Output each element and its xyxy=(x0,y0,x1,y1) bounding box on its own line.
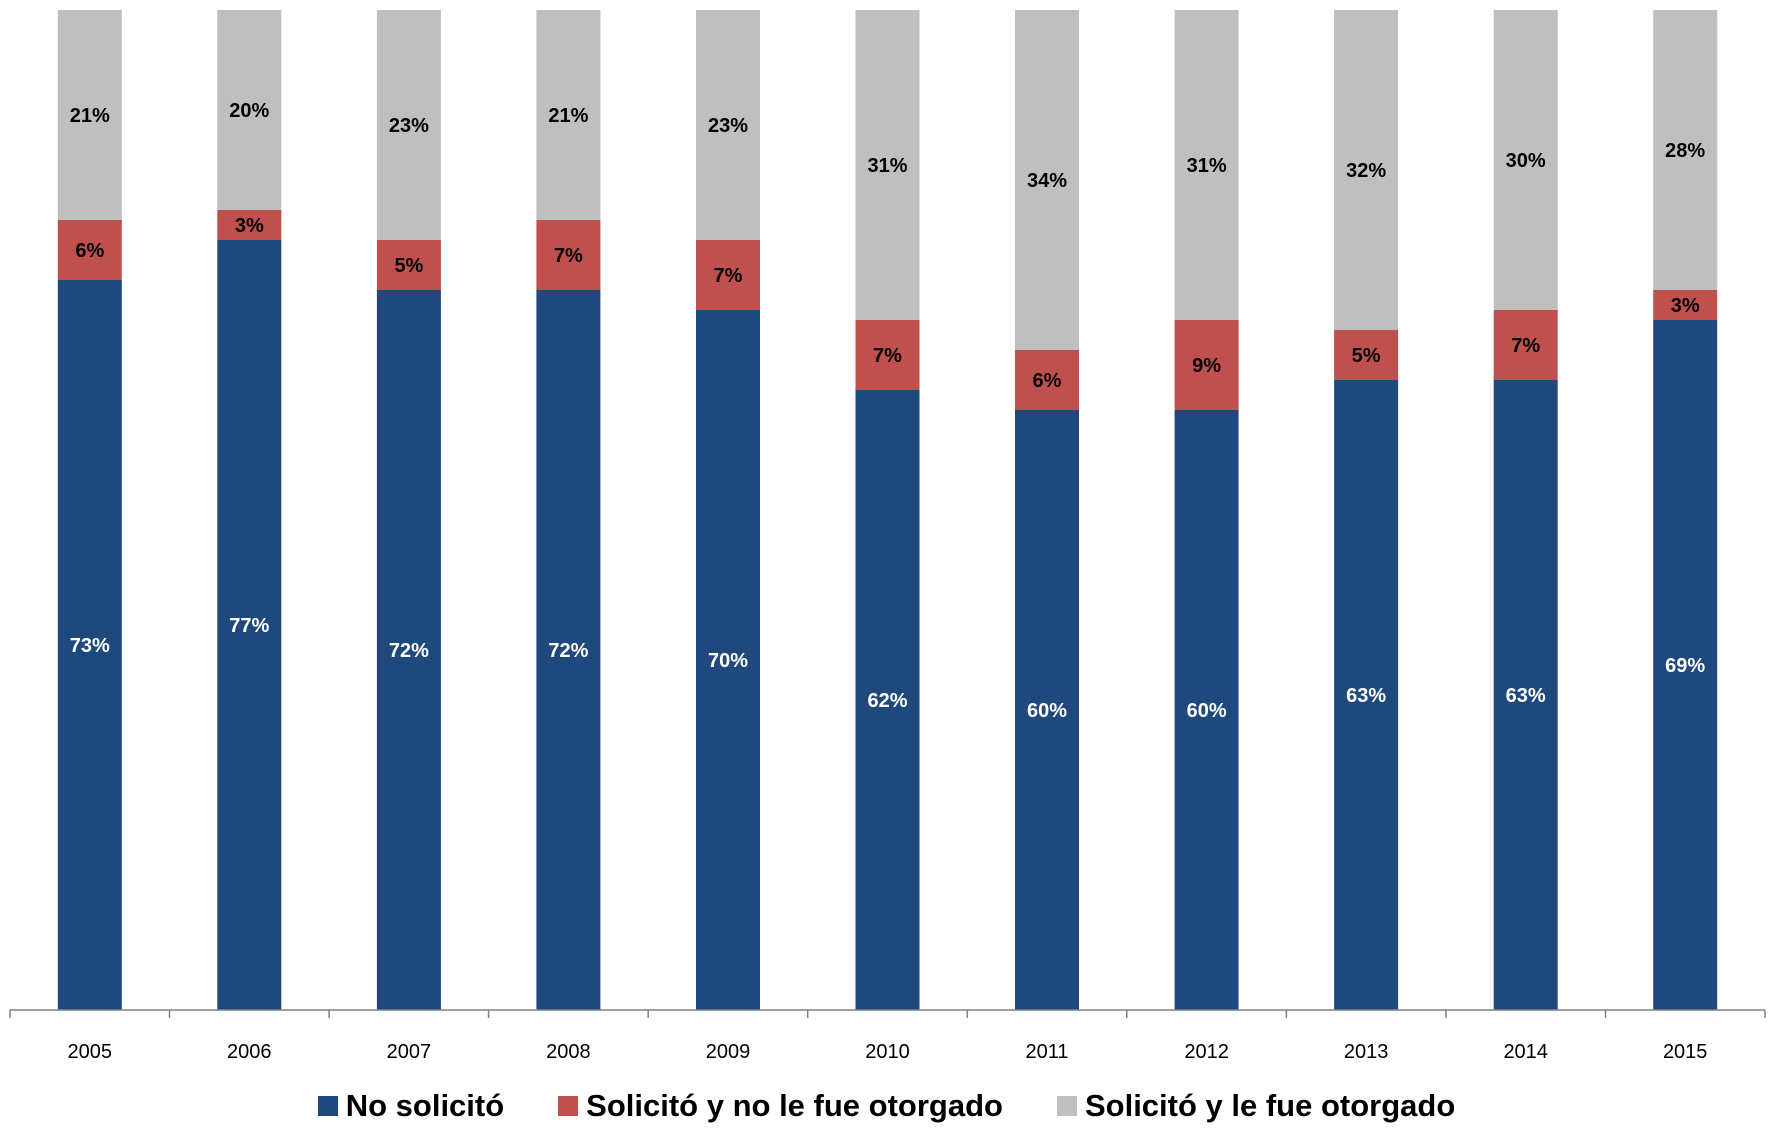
data-label-solicito-no-otorgado-2012: 9% xyxy=(1192,355,1221,377)
x-tick-label-2011: 2011 xyxy=(1025,1041,1068,1060)
data-label-solicito-no-otorgado-2011: 6% xyxy=(1033,370,1062,392)
bar-solicito-no-otorgado-2006 xyxy=(217,210,282,240)
legend-item-no-solicito: No solicitó xyxy=(317,1088,505,1124)
data-label-solicito-no-otorgado-2010: 7% xyxy=(873,345,902,367)
x-tick-label-2014: 2014 xyxy=(1503,1041,1548,1060)
data-label-no-solicito-2007: 72% xyxy=(389,640,429,662)
data-label-solicito-otorgado-2009: 23% xyxy=(708,115,748,137)
bar-no-solicito-2013 xyxy=(1334,380,1399,1010)
data-label-solicito-no-otorgado-2008: 7% xyxy=(554,245,583,267)
data-label-solicito-otorgado-2005: 21% xyxy=(70,105,110,127)
stacked-bar-chart: 73% 6% 21% 77% 3% 20% 72% 5% 23% 72% 7% 21% 70% 7% 23%… xyxy=(9,10,1766,1060)
x-tick-label-2006: 2006 xyxy=(227,1041,272,1060)
data-label-solicito-otorgado-2010: 31% xyxy=(867,155,907,177)
data-label-solicito-otorgado-2008: 21% xyxy=(548,105,588,127)
x-tick-label-2013: 2013 xyxy=(1344,1041,1389,1060)
x-tick-label-2015: 2015 xyxy=(1663,1041,1708,1060)
x-tick-label-2009: 2009 xyxy=(706,1041,751,1060)
data-label-solicito-no-otorgado-2009: 7% xyxy=(714,265,743,287)
data-label-solicito-no-otorgado-2014: 7% xyxy=(1511,335,1540,357)
bars-layer xyxy=(57,10,1718,1010)
bar-solicito-no-otorgado-2005 xyxy=(57,220,122,280)
bar-solicito-otorgado-2014 xyxy=(1493,10,1558,310)
legend-label-no-solicito: No solicitó xyxy=(345,1088,505,1123)
bar-no-solicito-2015 xyxy=(1653,320,1718,1010)
data-label-no-solicito-2015: 69% xyxy=(1665,655,1705,677)
legend-swatch-solicito-otorgado xyxy=(1056,1096,1077,1116)
x-tick-label-2005: 2005 xyxy=(68,1041,113,1060)
bar-solicito-no-otorgado-2014 xyxy=(1493,310,1558,380)
data-label-solicito-otorgado-2006: 20% xyxy=(229,100,269,122)
legend: No solicitó Solicitó y no le fue otorgad… xyxy=(0,1086,1773,1126)
legend-item-solicito-otorgado: Solicitó y le fue otorgado xyxy=(1056,1088,1456,1124)
bar-solicito-no-otorgado-2009 xyxy=(696,240,760,310)
bar-solicito-otorgado-2013 xyxy=(1334,10,1399,330)
bar-solicito-no-otorgado-2015 xyxy=(1653,290,1718,320)
data-label-no-solicito-2013: 63% xyxy=(1346,685,1386,707)
bar-no-solicito-2008 xyxy=(536,290,601,1010)
data-label-no-solicito-2012: 60% xyxy=(1187,700,1227,722)
bar-solicito-otorgado-2006 xyxy=(217,10,282,210)
bar-solicito-otorgado-2015 xyxy=(1653,10,1718,290)
bar-no-solicito-2007 xyxy=(376,290,441,1010)
data-label-solicito-otorgado-2013: 32% xyxy=(1346,160,1386,182)
bar-no-solicito-2009 xyxy=(696,310,760,1010)
data-label-solicito-otorgado-2012: 31% xyxy=(1187,155,1227,177)
data-label-solicito-otorgado-2011: 34% xyxy=(1027,170,1067,192)
bar-solicito-otorgado-2011 xyxy=(1015,10,1079,350)
bar-solicito-no-otorgado-2013 xyxy=(1334,330,1399,380)
data-label-no-solicito-2010: 62% xyxy=(867,690,907,712)
bar-no-solicito-2005 xyxy=(57,280,122,1010)
data-label-no-solicito-2005: 73% xyxy=(70,635,110,657)
legend-item-solicito-no-otorgado: Solicitó y no le fue otorgado xyxy=(558,1088,1003,1124)
bar-no-solicito-2006 xyxy=(217,240,282,1010)
data-label-solicito-no-otorgado-2006: 3% xyxy=(235,215,264,237)
bar-solicito-otorgado-2008 xyxy=(536,10,601,220)
bar-solicito-otorgado-2007 xyxy=(376,10,441,240)
data-label-no-solicito-2014: 63% xyxy=(1506,685,1546,707)
legend-swatch-no-solicito xyxy=(317,1096,338,1116)
bar-solicito-otorgado-2009 xyxy=(696,10,760,240)
bar-solicito-otorgado-2005 xyxy=(57,10,122,220)
bar-solicito-no-otorgado-2007 xyxy=(376,240,441,290)
x-tick-label-2010: 2010 xyxy=(865,1041,910,1060)
bar-no-solicito-2014 xyxy=(1493,380,1558,1010)
data-label-solicito-no-otorgado-2013: 5% xyxy=(1352,345,1381,367)
bar-solicito-no-otorgado-2008 xyxy=(536,220,601,290)
data-label-solicito-no-otorgado-2015: 3% xyxy=(1671,295,1700,317)
data-label-solicito-no-otorgado-2005: 6% xyxy=(75,240,104,262)
bar-solicito-otorgado-2010 xyxy=(855,10,920,320)
data-label-no-solicito-2011: 60% xyxy=(1027,700,1067,722)
data-label-solicito-otorgado-2015: 28% xyxy=(1665,140,1705,162)
data-label-solicito-otorgado-2014: 30% xyxy=(1506,150,1546,172)
bar-solicito-no-otorgado-2010 xyxy=(855,320,920,390)
data-label-solicito-otorgado-2007: 23% xyxy=(389,115,429,137)
data-label-no-solicito-2008: 72% xyxy=(548,640,588,662)
x-tick-label-2008: 2008 xyxy=(546,1041,591,1060)
x-axis-ticks xyxy=(9,1010,1766,1018)
data-label-no-solicito-2009: 70% xyxy=(708,650,748,672)
x-axis-tick-labels: 2005 2006 2007 2008 2009 2010 2011 2012 2013 2014… xyxy=(68,1041,1708,1060)
bar-solicito-otorgado-2012 xyxy=(1174,10,1239,320)
bar-no-solicito-2010 xyxy=(855,390,920,1010)
x-tick-label-2012: 2012 xyxy=(1184,1041,1229,1060)
legend-swatch-solicito-no-otorgado xyxy=(558,1096,579,1116)
data-labels-layer: 73% 6% 21% 77% 3% 20% 72% 5% 23% 72% 7% 21% 70% 7% 23%… xyxy=(70,100,1706,722)
bar-solicito-no-otorgado-2012 xyxy=(1174,320,1239,410)
bar-no-solicito-2011 xyxy=(1015,410,1079,1010)
data-label-solicito-no-otorgado-2007: 5% xyxy=(394,255,423,277)
legend-label-solicito-otorgado: Solicitó y le fue otorgado xyxy=(1084,1088,1456,1123)
x-tick-label-2007: 2007 xyxy=(387,1041,432,1060)
legend-label-solicito-no-otorgado: Solicitó y no le fue otorgado xyxy=(586,1088,1003,1123)
data-label-no-solicito-2006: 77% xyxy=(229,615,269,637)
bar-no-solicito-2012 xyxy=(1174,410,1239,1010)
bar-solicito-no-otorgado-2011 xyxy=(1015,350,1079,410)
